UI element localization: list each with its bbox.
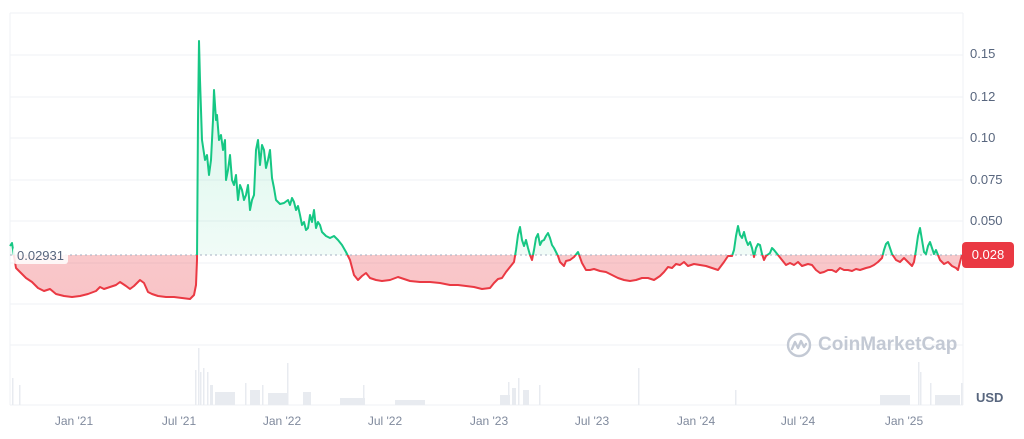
current-price-badge: 0.028	[962, 242, 1014, 268]
down-fill	[10, 255, 963, 299]
price-area-up	[10, 41, 963, 255]
x-tick-label: Jan '24	[676, 414, 716, 428]
currency-label: USD	[976, 390, 1004, 405]
x-tick-label: Jan '23	[469, 414, 509, 428]
y-tick-label: 0.12	[970, 89, 996, 104]
up-fill	[10, 41, 963, 255]
y-tick-label: 0.15	[970, 46, 996, 61]
price-line-down	[12, 255, 963, 300]
coinmarketcap-watermark: CoinMarketCap	[786, 332, 957, 358]
x-tick-label: Jul '24	[780, 414, 816, 428]
x-tick-label: Jan '25	[884, 414, 924, 428]
x-tick-label: Jan '22	[262, 414, 302, 428]
x-tick-label: Jan '21	[54, 414, 94, 428]
y-tick-label: 0.10	[970, 130, 996, 145]
x-tick-label: Jul '22	[367, 414, 403, 428]
grid-lines	[9, 12, 964, 406]
price-area-down	[10, 255, 963, 299]
x-tick-label: Jul '21	[161, 414, 197, 428]
y-tick-label: 0.050	[970, 213, 1003, 228]
price-line-up	[9, 40, 962, 255]
x-tick-label: Jul '23	[574, 414, 610, 428]
y-tick-label: 0.075	[970, 172, 1003, 187]
watermark-text: CoinMarketCap	[818, 334, 958, 355]
start-price-label: 0.02931	[13, 247, 68, 264]
volume-bars	[12, 348, 963, 405]
coinmarketcap-logo-icon	[786, 332, 812, 358]
